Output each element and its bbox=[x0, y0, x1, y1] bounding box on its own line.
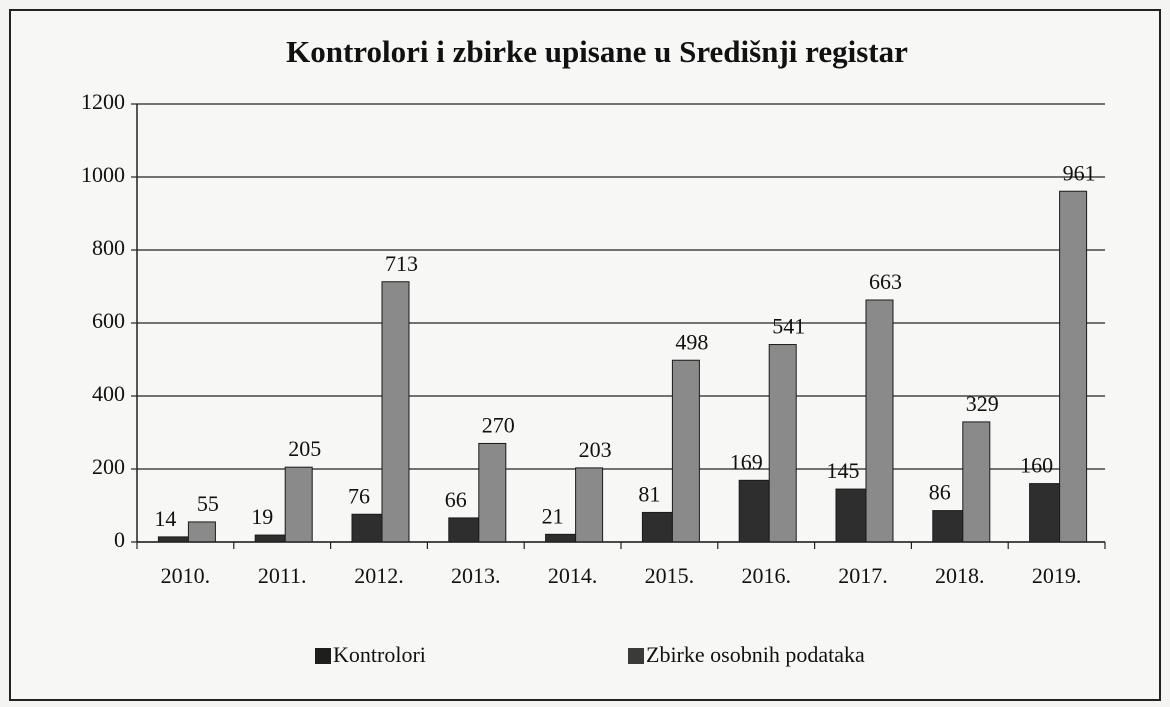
bar bbox=[962, 421, 991, 543]
bar bbox=[738, 479, 770, 543]
x-tick-label: 2019. bbox=[1032, 563, 1082, 588]
bar bbox=[157, 536, 189, 543]
bar bbox=[932, 510, 964, 543]
data-label: 961 bbox=[1063, 160, 1096, 185]
data-label: 541 bbox=[772, 314, 805, 339]
bar bbox=[835, 488, 867, 543]
y-tick-label: 600 bbox=[92, 308, 125, 333]
data-label: 160 bbox=[1020, 453, 1053, 478]
bar bbox=[671, 359, 700, 543]
bar bbox=[768, 344, 797, 543]
bar bbox=[448, 517, 480, 543]
data-label: 713 bbox=[385, 251, 418, 276]
y-tick-label: 400 bbox=[92, 381, 125, 406]
data-label: 145 bbox=[827, 458, 860, 483]
legend-swatch bbox=[628, 648, 644, 664]
x-tick-label: 2017. bbox=[838, 563, 888, 588]
data-label: 498 bbox=[675, 329, 708, 354]
x-tick-label: 2015. bbox=[645, 563, 695, 588]
data-label: 21 bbox=[542, 503, 564, 528]
data-label: 81 bbox=[638, 481, 660, 506]
frame bbox=[9, 9, 1161, 701]
bar bbox=[351, 513, 383, 543]
bar bbox=[1059, 190, 1088, 543]
y-tick-label: 200 bbox=[92, 454, 125, 479]
bar bbox=[381, 281, 410, 543]
data-label: 205 bbox=[288, 436, 321, 461]
y-tick-label: 800 bbox=[92, 235, 125, 260]
bar bbox=[545, 533, 577, 543]
data-label: 55 bbox=[197, 491, 219, 516]
bar bbox=[641, 511, 673, 543]
data-label: 203 bbox=[579, 437, 612, 462]
data-label: 76 bbox=[348, 483, 370, 508]
data-label: 66 bbox=[445, 487, 467, 512]
y-tick-label: 0 bbox=[114, 527, 125, 552]
bar bbox=[865, 299, 894, 543]
data-label: 14 bbox=[154, 506, 176, 531]
bar bbox=[254, 534, 286, 543]
x-tick-label: 2016. bbox=[741, 563, 791, 588]
y-tick-label: 1200 bbox=[81, 89, 125, 114]
x-tick-label: 2014. bbox=[548, 563, 598, 588]
data-label: 86 bbox=[929, 480, 951, 505]
bar bbox=[478, 442, 507, 543]
x-tick-label: 2018. bbox=[935, 563, 985, 588]
bar bbox=[284, 466, 313, 543]
bar bbox=[187, 521, 216, 543]
chart-title: Kontrolori i zbirke upisane u Središnji … bbox=[286, 34, 908, 69]
legend-swatch bbox=[315, 648, 331, 664]
bar bbox=[575, 467, 604, 543]
data-label: 270 bbox=[482, 412, 515, 437]
x-tick-label: 2012. bbox=[354, 563, 404, 588]
legend-label: Kontrolori bbox=[333, 642, 426, 667]
legend-label: Zbirke osobnih podataka bbox=[646, 642, 865, 667]
x-tick-label: 2010. bbox=[161, 563, 211, 588]
x-tick-label: 2011. bbox=[258, 563, 307, 588]
data-label: 169 bbox=[730, 449, 763, 474]
bar bbox=[1029, 483, 1061, 543]
x-tick-label: 2013. bbox=[451, 563, 501, 588]
y-tick-label: 1000 bbox=[81, 162, 125, 187]
data-label: 663 bbox=[869, 269, 902, 294]
data-label: 19 bbox=[251, 504, 273, 529]
data-label: 329 bbox=[966, 391, 999, 416]
